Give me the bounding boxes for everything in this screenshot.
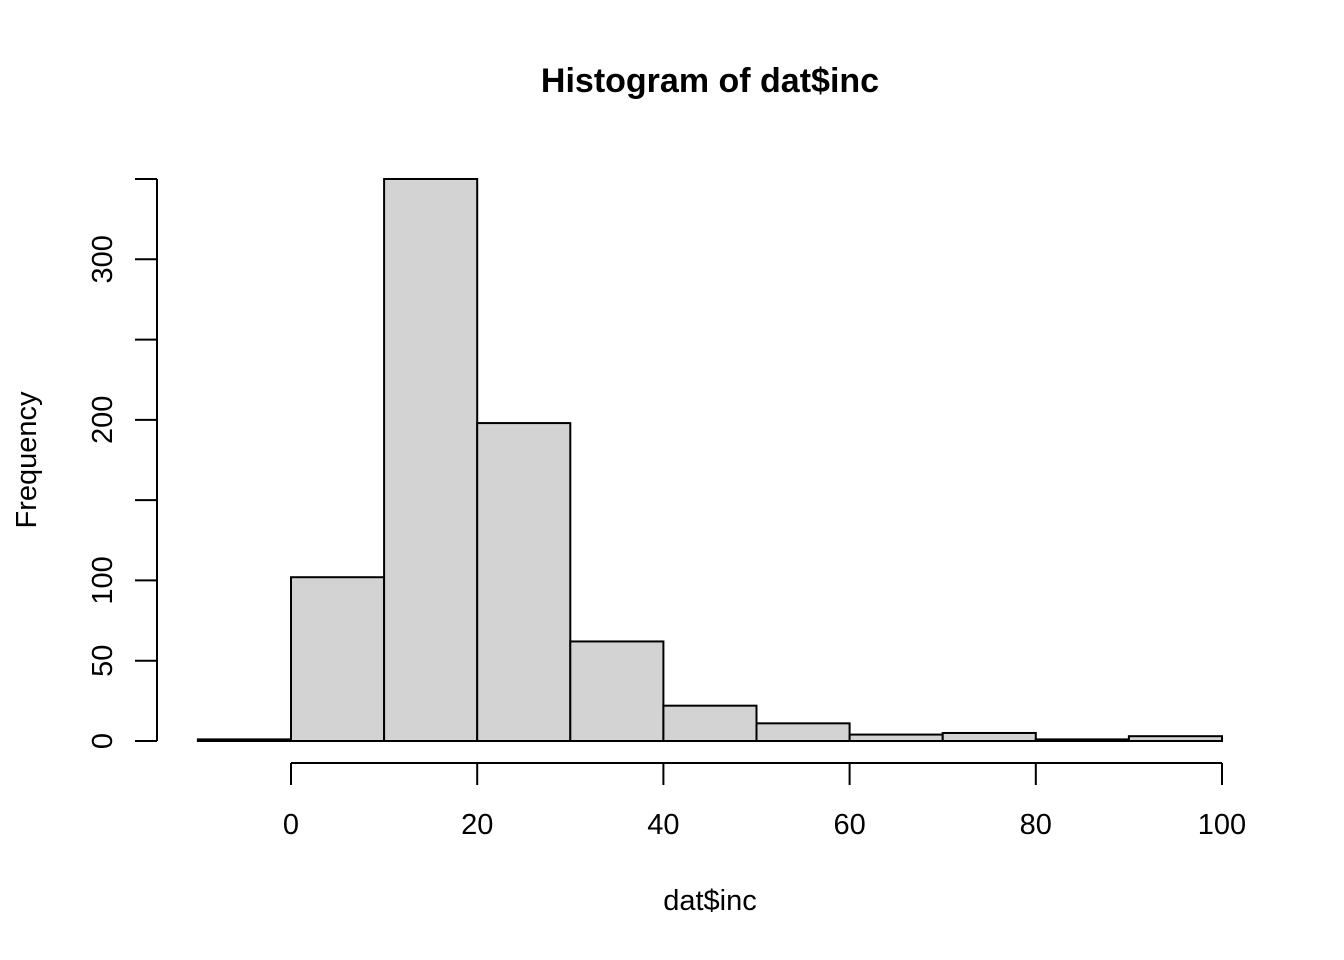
x-tick-label-5: 100 [1198,809,1246,841]
histogram-bar-1 [290,576,386,743]
x-tick-label-1: 20 [461,809,493,841]
histogram-bar-3 [476,422,572,742]
histogram-bar-4 [569,640,665,743]
histogram-bar-6 [755,722,851,743]
histogram-bar-2 [383,178,479,742]
bars-group [196,178,1224,743]
histogram-bar-5 [662,704,758,742]
x-tick-label-3: 60 [833,809,865,841]
histogram-bar-10 [1127,735,1224,743]
histogram-bar-7 [848,733,944,743]
x-tick-label-2: 40 [647,809,679,841]
chart-title: Histogram of dat$inc [541,62,879,100]
y-tick-label-6: 300 [87,235,119,283]
x-axis: 0 20 40 60 80 100 [283,762,1246,841]
y-tick-label-1: 50 [87,645,119,677]
y-tick-label-2: 100 [87,556,119,604]
y-tick-label-4: 200 [87,396,119,444]
x-tick-label-4: 80 [1020,809,1052,841]
y-axis-label: Frequency [11,391,43,529]
histogram-bar-9 [1034,738,1130,743]
y-axis: 0 50 100 200 300 [87,178,158,749]
y-tick-label-0: 0 [87,733,119,749]
histogram-bar-8 [941,731,1037,743]
histogram-bar-0 [196,738,292,743]
x-tick-label-0: 0 [283,809,299,841]
x-axis-label: dat$inc [663,885,757,917]
